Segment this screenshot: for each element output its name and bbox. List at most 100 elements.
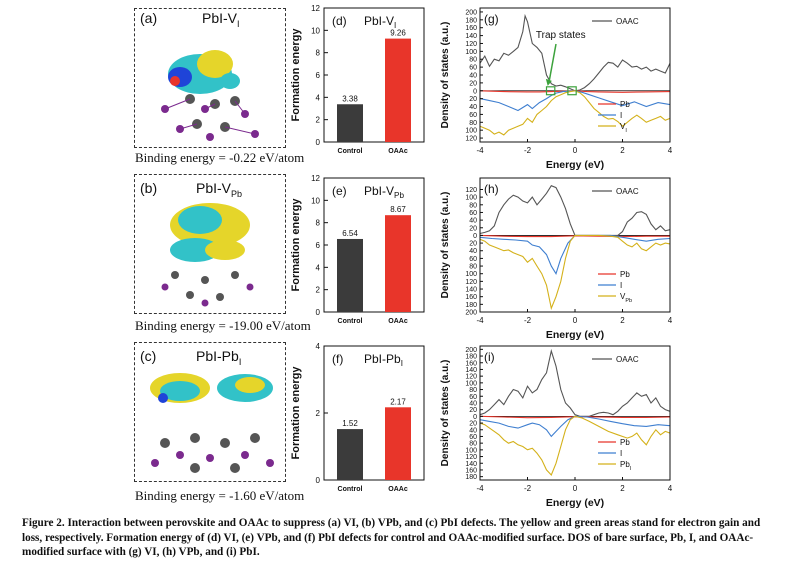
y-tick-label: 20 <box>469 241 477 248</box>
y-axis-label: Density of states (a.u.) <box>440 360 451 467</box>
y-tick-label: 120 <box>465 187 477 194</box>
plot-frame <box>479 177 671 313</box>
y-tick-label: 120 <box>465 41 477 48</box>
y-tick-label: 100 <box>465 128 477 135</box>
y-tick-label: 120 <box>465 374 477 381</box>
y-tick-label: 10 <box>311 196 320 205</box>
structure-c-title-sub: I <box>238 356 242 367</box>
series-i <box>479 90 671 112</box>
structure-b-title-sub: Pb <box>231 188 243 199</box>
x-tick-label: 4 <box>668 484 673 493</box>
series-vi <box>479 90 671 136</box>
x-tick-label: Control <box>338 148 363 155</box>
molecule-image-a <box>161 50 259 141</box>
bar-oaac <box>385 407 411 480</box>
y-tick-label: 80 <box>469 120 477 127</box>
series-pbi <box>479 415 671 477</box>
y-tick-label: 8 <box>316 49 321 58</box>
y-tick-label: 4 <box>316 342 321 351</box>
molecule-image-b <box>161 203 254 307</box>
y-tick-label: 140 <box>465 287 477 294</box>
x-tick-label: 2 <box>620 316 625 325</box>
x-tick-label: OAAc <box>388 318 408 325</box>
legend-label: Pb <box>620 438 630 447</box>
dos-chart-i: 1801601401201008060402002040608010012014… <box>440 345 673 509</box>
y-axis-label: Density of states (a.u.) <box>440 22 451 129</box>
y-tick-label: 100 <box>465 380 477 387</box>
x-tick-label: Control <box>338 318 363 325</box>
y-axis-label: Density of states (a.u.) <box>440 192 451 299</box>
x-tick-label: -2 <box>524 484 532 493</box>
x-tick-label: OAAc <box>388 148 408 155</box>
chart-title: PbI-VI <box>364 14 396 30</box>
y-tick-label: 0 <box>316 308 321 317</box>
series-oaac <box>479 185 671 236</box>
bar-value-label: 9.26 <box>390 29 406 38</box>
formation-energy-chart-e: 0 2 4 6 8 10 12 Formation energy (e) PbI-VPb 6.54 C… <box>290 174 425 325</box>
y-tick-label: 20 <box>469 80 477 87</box>
bar-control <box>337 429 363 480</box>
y-tick-label: 160 <box>465 294 477 301</box>
structure-panel-c <box>134 342 286 482</box>
y-tick-label: 60 <box>469 256 477 263</box>
bar-value-label: 2.17 <box>390 397 406 406</box>
bar-control <box>337 238 363 312</box>
y-tick-label: 60 <box>469 434 477 441</box>
x-tick-label: -4 <box>476 316 484 325</box>
structure-panel-a <box>134 8 286 148</box>
series-oaac <box>479 13 671 92</box>
y-tick-label: 80 <box>469 264 477 271</box>
trap-states-arrow <box>548 43 557 84</box>
caption-label: Figure 2. <box>22 517 65 529</box>
series-i <box>479 415 671 438</box>
y-tick-label: 60 <box>469 112 477 119</box>
y-tick-label: 2 <box>316 286 321 295</box>
y-tick-label: 140 <box>465 461 477 468</box>
legend-label-oaac: OAAC <box>616 187 639 196</box>
y-tick-label: 60 <box>469 394 477 401</box>
y-tick-label: 120 <box>465 279 477 286</box>
dos-chart-g: 1201008060402002040608010012014016018020… <box>440 7 673 171</box>
structure-c-title: PbI-PbI <box>196 348 242 367</box>
y-tick-label: 12 <box>311 4 320 13</box>
y-tick-label: 100 <box>465 49 477 56</box>
y-tick-label: 40 <box>469 427 477 434</box>
molecule-image-c <box>150 373 274 473</box>
structure-a-label: (a) <box>140 10 158 26</box>
y-tick-label: 0 <box>473 233 477 240</box>
legend-label: I <box>620 111 622 120</box>
y-tick-label: 6 <box>316 71 321 80</box>
y-tick-label: 200 <box>465 347 477 354</box>
x-tick-label: 0 <box>573 146 578 155</box>
y-axis-label: Formation energy <box>290 198 302 292</box>
dos-chart-h: 2001801601401201008060402002040608010012… <box>440 177 673 341</box>
y-tick-label: 100 <box>465 195 477 202</box>
y-tick-label: 120 <box>465 136 477 143</box>
chart-title: PbI-VPb <box>364 184 404 200</box>
binding-energy-c: Binding energy = -1.60 eV/atom <box>135 488 305 503</box>
trap-state-box <box>545 86 556 96</box>
structure-c-label: (c) <box>140 348 157 364</box>
y-tick-label: 180 <box>465 474 477 481</box>
structure-b-label: (b) <box>140 180 158 196</box>
panel-label: (h) <box>484 182 499 196</box>
bar-oaac <box>385 215 411 312</box>
y-tick-label: 160 <box>465 360 477 367</box>
y-tick-label: 80 <box>469 387 477 394</box>
structure-panel-b <box>134 174 286 314</box>
binding-energy-a: Binding energy = -0.22 eV/atom <box>135 150 305 165</box>
bar-value-label: 1.52 <box>342 419 358 428</box>
y-tick-label: 40 <box>469 73 477 80</box>
legend-label: VI <box>620 122 627 134</box>
y-tick-label: 0 <box>473 414 477 421</box>
caption-text: Interaction between perovskite and OAAc … <box>22 517 761 558</box>
panel-label: (f) <box>332 352 343 366</box>
plot-frame <box>479 345 671 481</box>
legend-label-oaac: OAAC <box>616 17 639 26</box>
y-tick-label: 20 <box>469 96 477 103</box>
x-tick-label: 4 <box>668 316 673 325</box>
x-tick-label: 2 <box>620 484 625 493</box>
legend-label: I <box>620 281 622 290</box>
x-tick-label: -4 <box>476 484 484 493</box>
y-tick-label: 0 <box>316 138 321 147</box>
